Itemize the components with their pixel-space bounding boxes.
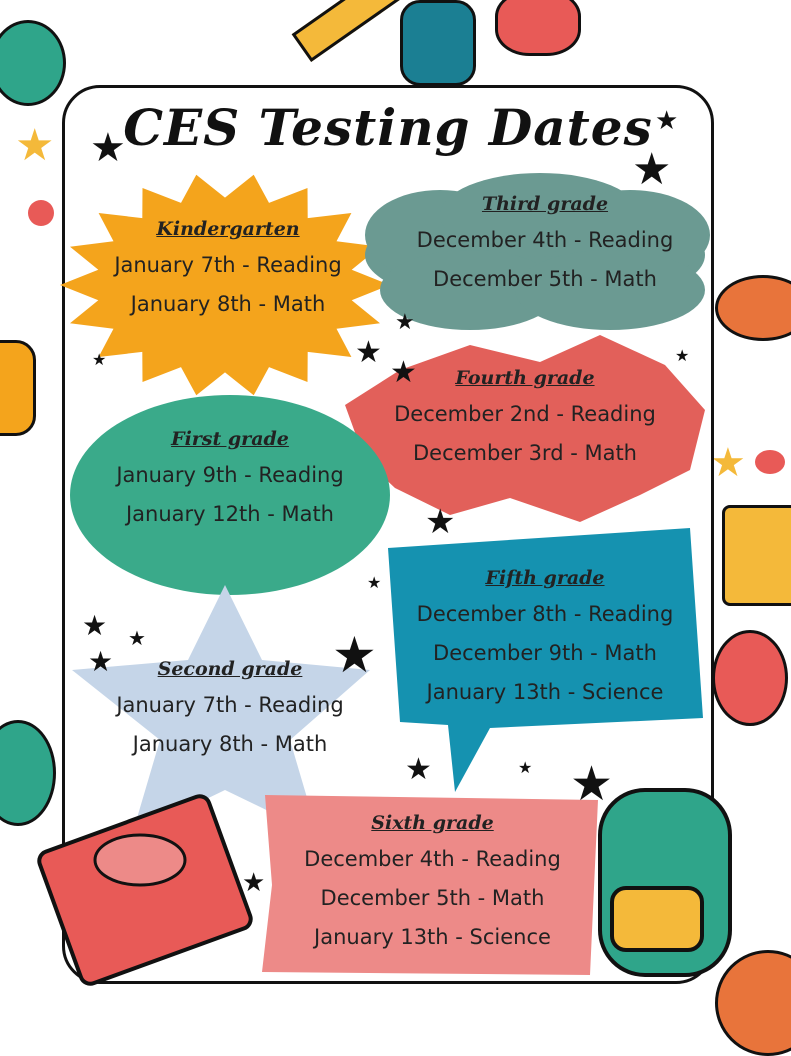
- book-illustration: [37, 794, 253, 986]
- test-date: December 5th - Math: [433, 267, 657, 291]
- star-icon: ★: [90, 125, 126, 171]
- first-grade-ellipse: [70, 395, 390, 595]
- test-date: January 8th - Math: [132, 732, 328, 756]
- grade-heading: Second grade: [157, 658, 303, 680]
- star-icon: ★: [390, 355, 417, 390]
- star-icon: ★: [675, 346, 690, 365]
- doodle-star: ★: [15, 120, 55, 171]
- star-icon: ★: [405, 752, 432, 787]
- star-icon: ★: [242, 868, 266, 898]
- star-icon: ★: [632, 144, 672, 195]
- third-grade-cloud: [365, 173, 710, 330]
- doodle-clock: [712, 630, 788, 726]
- doodle-heart: [755, 450, 785, 474]
- test-date: January 12th - Math: [125, 502, 334, 526]
- doodle-football: [715, 275, 791, 341]
- star-icon: ★: [82, 609, 108, 642]
- test-date: January 13th - Science: [426, 680, 664, 704]
- grade-heading: First grade: [171, 428, 289, 450]
- star-icon: ★: [355, 335, 382, 370]
- first-grade-block: First grade January 9th - Reading Januar…: [80, 428, 380, 534]
- doodle-yellow: [0, 340, 36, 436]
- doodle-microscope: [400, 0, 476, 86]
- fourth-grade-block: Fourth grade December 2nd - Reading Dece…: [360, 367, 690, 473]
- test-date: January 13th - Science: [314, 925, 551, 949]
- kindergarten-block: Kindergarten January 7th - Reading Janua…: [78, 218, 378, 324]
- test-date: December 9th - Math: [433, 641, 657, 665]
- doodle-heart: [28, 200, 54, 226]
- grade-heading: Fifth grade: [485, 567, 605, 589]
- test-date: January 9th - Reading: [116, 463, 344, 487]
- fourth-grade-shape: [345, 335, 705, 522]
- test-date: December 3rd - Math: [413, 441, 637, 465]
- star-icon: ★: [128, 626, 146, 650]
- backpack-illustration: [598, 788, 732, 977]
- star-icon: ★: [88, 645, 114, 678]
- test-date: December 4th - Reading: [304, 847, 561, 871]
- shapes-layer: [37, 173, 732, 986]
- second-grade-block: Second grade January 7th - Reading Janua…: [80, 658, 380, 764]
- test-date: January 7th - Reading: [116, 693, 344, 717]
- second-grade-star: [72, 585, 370, 835]
- star-icon: ★: [425, 502, 456, 542]
- fifth-grade-block: Fifth grade December 8th - Reading Decem…: [390, 567, 700, 712]
- star-icon: ★: [367, 573, 382, 592]
- test-date: December 5th - Math: [320, 886, 545, 910]
- page-title: CES Testing Dates: [123, 98, 653, 157]
- grade-heading: Sixth grade: [371, 812, 494, 834]
- third-grade-block: Third grade December 4th - Reading Decem…: [380, 193, 710, 299]
- test-date: January 8th - Math: [130, 292, 326, 316]
- doodle-calculator: [722, 505, 791, 606]
- test-date: December 2nd - Reading: [394, 402, 656, 426]
- test-date: January 7th - Reading: [114, 253, 342, 277]
- fifth-grade-speech-bubble: [388, 528, 703, 792]
- doodle-star: ★: [710, 440, 746, 486]
- doodle-apple: [495, 0, 581, 56]
- test-date: December 4th - Reading: [416, 228, 674, 252]
- star-icon: ★: [395, 310, 415, 335]
- star-icon: ★: [655, 106, 679, 136]
- star-icon: ★: [518, 758, 533, 777]
- star-icon: ★: [570, 756, 614, 812]
- star-icon: ★: [92, 350, 107, 369]
- grade-heading: Kindergarten: [156, 218, 300, 240]
- kindergarten-burst: [60, 174, 390, 396]
- star-icon: ★: [332, 626, 377, 684]
- test-date: December 8th - Reading: [416, 602, 674, 626]
- sixth-grade-block: Sixth grade December 4th - Reading Decem…: [275, 812, 590, 957]
- sixth-grade-banner: [262, 795, 598, 975]
- doodle-flask: [0, 20, 66, 106]
- grade-heading: Third grade: [481, 193, 609, 215]
- grade-heading: Fourth grade: [455, 367, 595, 389]
